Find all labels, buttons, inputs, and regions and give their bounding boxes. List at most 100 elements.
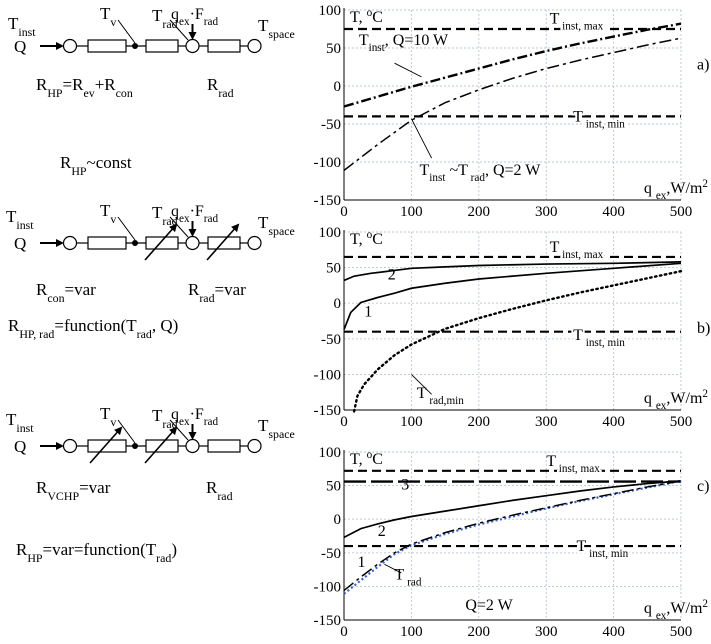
annotation-qnote-part-0: Q=2 W <box>465 597 513 614</box>
y-tick-label: 0 <box>334 296 342 312</box>
y-tick-label: 50 <box>326 41 341 57</box>
annotation-tmin-part-1: inst, min <box>583 337 625 349</box>
x-tick-label: 100 <box>400 414 423 430</box>
annotation-tmin: T inst, min <box>577 538 629 560</box>
t-rad-label: Trad <box>152 6 178 31</box>
x-tick-label: 0 <box>340 204 348 220</box>
heat-flux-label-part-3: rad <box>204 213 219 225</box>
annotation-curve2-part-0: 2 <box>378 523 386 540</box>
r-hp-equation: RHP=Rev+Rcon <box>36 75 133 100</box>
r-hp-equation-part-0: R <box>36 75 48 94</box>
series-line-curve2 <box>343 261 682 282</box>
r-hp-function-label-part-3: rad <box>156 551 171 565</box>
annotation-tinst: Tinst, Q=10 W <box>359 32 449 54</box>
annotation-tmin: T inst, min <box>573 327 625 349</box>
x-tick-label: 200 <box>468 414 491 430</box>
t-inst-label: Tinst <box>6 410 34 435</box>
y-tick-label: -100 <box>314 579 342 595</box>
r-hp-function-label-part-2: =function(T <box>54 316 137 335</box>
annotation-tmax: T inst, max <box>550 239 604 261</box>
r-hp-const-label-part-0: R <box>60 153 72 172</box>
annotation-tradmin-part-0: T <box>417 385 427 402</box>
q-label-part-0: Q <box>14 37 26 56</box>
t-inst-label: Tinst <box>8 14 36 39</box>
annotation-trad-part-0: T <box>419 162 429 179</box>
x-tick-label: 0 <box>340 624 348 640</box>
r-hp-const-label: RHP~const <box>60 153 132 178</box>
heat-flux-label-part-3: rad <box>204 416 219 428</box>
heat-flux-label-part-1: ex <box>179 416 190 428</box>
annotation-tmax-part-0: T <box>546 453 556 470</box>
x-axis-label-part-1: ex <box>656 190 667 202</box>
schematic-b-resistor-3 <box>207 236 241 250</box>
annotation-tmin: T inst, min <box>573 109 625 131</box>
annotation-leader-tinst <box>394 62 422 78</box>
schematic-c-variable-arrow-2 <box>144 426 178 464</box>
annotation-curve1-part-0: 1 <box>364 304 372 321</box>
y-axis-label: T, oC <box>350 7 383 26</box>
t-inst-label-part-0: T <box>8 14 19 33</box>
x-tick-label: 400 <box>602 624 625 640</box>
annotation-trad-part-3: rad <box>468 172 485 184</box>
annotation-tradmin: T rad,min <box>417 385 464 407</box>
y-axis-label-part-2: C <box>372 451 383 468</box>
y-axis-label-part-0: T, <box>350 231 367 248</box>
annotation-curve1-part-0: 1 <box>357 554 365 571</box>
annotation-tmin-part-0: T <box>573 327 583 344</box>
schematic-b-variable-arrow-2 <box>144 223 178 261</box>
schematic-c-node-inst <box>62 438 78 454</box>
r-vchp-label-part-0: R <box>36 478 48 497</box>
t-space-label-part-0: T <box>258 213 269 232</box>
t-space-label-part-0: T <box>258 16 269 35</box>
grid <box>344 231 682 411</box>
t-inst-label-part-0: T <box>6 410 17 429</box>
schematic-b-node-trad <box>185 235 200 251</box>
y-axis-label-part-2: C <box>372 9 383 26</box>
t-v-label-part-1: v <box>110 212 116 226</box>
y-tick-label: 100 <box>319 445 342 461</box>
annotation-curve3-part-0: 3 <box>401 477 409 494</box>
y-tick-label: 0 <box>334 512 342 528</box>
annotation-tmin-part-1: inst, min <box>583 119 625 131</box>
x-tick-label: 500 <box>670 204 693 220</box>
schematic-b-leader-tv <box>117 216 136 241</box>
t-space-label-part-1: space <box>268 427 294 441</box>
r-rad-label-part-0: R <box>207 75 219 94</box>
x-tick-label: 300 <box>535 414 558 430</box>
heat-flux-label-part-1: ex <box>179 213 190 225</box>
grid <box>344 451 682 621</box>
y-tick-label: 0 <box>334 79 342 95</box>
y-tick-label: 100 <box>319 225 342 241</box>
annotation-tmax: T inst, max <box>546 453 600 475</box>
schematic-c-leader-tv <box>117 419 136 444</box>
schematic-a-resistor-1 <box>87 39 127 53</box>
r-hp-function-label-part-1: HP, rad <box>19 327 54 341</box>
x-axis-label-part-1: ex <box>656 610 667 622</box>
y-tick-label: -50 <box>321 332 341 348</box>
annotation-tmax-part-0: T <box>550 239 560 256</box>
r-con-label-part-0: R <box>36 280 48 299</box>
r-hp-equation-part-2: =R <box>63 75 85 94</box>
grid <box>344 9 682 201</box>
t-v-label-part-1: v <box>110 415 116 429</box>
schematic-c-resistor-3 <box>207 439 241 453</box>
schematic-a-node-space <box>247 38 262 54</box>
annotation-curve2-part-0: 2 <box>388 267 396 284</box>
schematic-c-variable-arrow-1 <box>89 426 123 464</box>
schematic-a-leader-tv <box>117 19 136 44</box>
y-tick-label: 50 <box>326 479 341 495</box>
schematic-b-variable-arrow-3 <box>206 223 240 261</box>
y-axis-label-part-0: T, <box>350 9 367 26</box>
schematic-b-leader-trad <box>169 216 189 238</box>
annotation-leader-tradmin <box>411 374 432 395</box>
t-v-label-part-0: T <box>100 201 111 220</box>
panel-label: a) <box>697 56 709 73</box>
q-label: Q <box>14 234 26 253</box>
r-rad-label-part-1: rad <box>199 291 214 305</box>
r-hp-const-label-part-1: HP <box>71 164 87 178</box>
schematic-c-node-trad <box>185 438 200 454</box>
